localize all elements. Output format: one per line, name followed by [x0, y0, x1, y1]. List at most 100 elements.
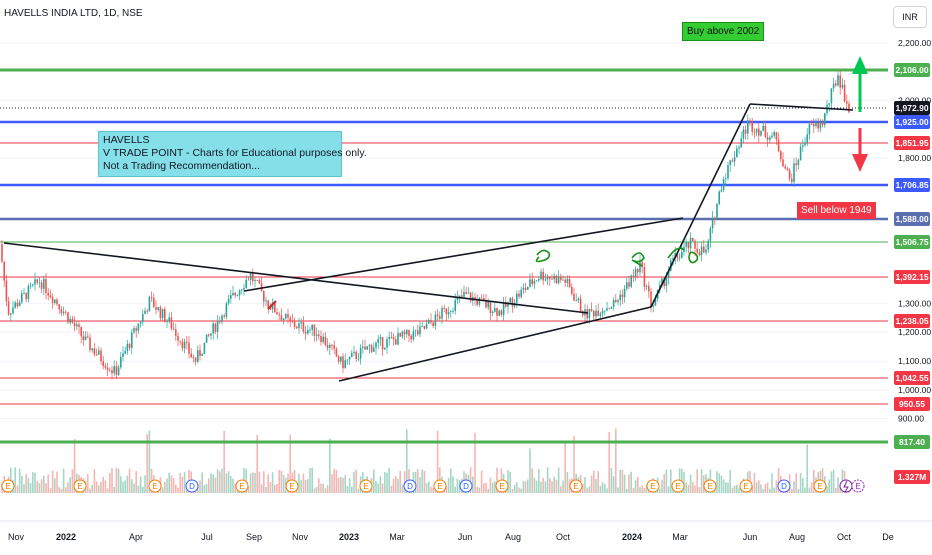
volume-bar — [687, 484, 690, 493]
candle-body — [337, 356, 340, 362]
volume-bar — [27, 478, 30, 493]
candle-body — [500, 310, 503, 315]
candle-body — [161, 309, 164, 319]
volume-bar — [487, 488, 489, 493]
volume-bar — [267, 474, 269, 493]
candle-body — [150, 296, 153, 298]
volume-bar — [69, 477, 71, 493]
volume-bar — [56, 471, 58, 493]
volume-bar — [621, 469, 624, 493]
price-tag-label: 1,392.15 — [895, 272, 928, 282]
volume-bar — [432, 487, 434, 493]
candle-body — [302, 322, 305, 332]
volume-bar — [249, 473, 252, 493]
volume-bar — [397, 478, 399, 493]
volume-bar — [766, 482, 769, 493]
volume-bar — [555, 479, 558, 493]
x-tick-label: De — [882, 532, 894, 542]
price-tag — [894, 101, 930, 115]
volume-bar — [511, 488, 514, 493]
candle-body — [524, 287, 527, 290]
candle-body — [335, 348, 338, 357]
candle-body — [307, 329, 309, 334]
volume-bar — [685, 482, 687, 493]
currency-button[interactable]: INR — [893, 6, 927, 28]
event-marker-icon — [495, 479, 509, 493]
volume-bar — [175, 484, 177, 493]
candle-body — [205, 334, 208, 343]
candle-body — [278, 314, 280, 316]
candle-body — [452, 311, 454, 312]
volume-bar — [771, 473, 773, 493]
candle-body — [608, 308, 610, 310]
candle-body — [98, 350, 100, 355]
price-tag — [894, 178, 930, 192]
volume-bar — [423, 470, 426, 493]
candle-body — [344, 360, 346, 369]
candle-body — [628, 282, 630, 287]
candle-body — [643, 267, 646, 287]
candle-body — [808, 123, 811, 135]
candle-body — [177, 335, 179, 341]
volume-bar — [513, 484, 516, 493]
price-tag — [894, 270, 930, 284]
volume-bar — [566, 472, 569, 493]
volume-bar — [21, 475, 23, 493]
volume-bar — [582, 483, 584, 493]
candle-body — [199, 350, 201, 356]
volume-bar — [623, 474, 626, 493]
candle-body — [626, 282, 628, 289]
volume-bar — [395, 476, 397, 493]
candle-body — [711, 217, 714, 229]
price-tag-label: 817.40 — [899, 437, 925, 447]
candle-body — [753, 131, 756, 133]
candle-body — [606, 308, 608, 311]
volume-bar — [731, 487, 734, 493]
volume-bar — [104, 480, 107, 493]
candle-body — [817, 122, 819, 129]
candle-body — [410, 335, 412, 340]
candle-body — [832, 83, 835, 89]
volume-bar — [337, 477, 340, 493]
candle-body — [703, 246, 705, 253]
volume-bar — [529, 448, 531, 493]
candle-body — [544, 279, 547, 281]
candle-body — [223, 315, 225, 317]
candle-body — [617, 300, 619, 303]
candle-body — [568, 278, 571, 288]
candle-body — [579, 298, 582, 312]
volume-bar — [381, 483, 384, 493]
candles — [1, 68, 850, 380]
candle-body — [82, 336, 85, 341]
candle-body — [137, 323, 140, 331]
event-marker-icon — [73, 479, 87, 493]
volume-bar — [604, 483, 606, 493]
candle-body — [166, 320, 168, 322]
volume-bar — [538, 469, 540, 493]
volume-bar — [161, 487, 164, 493]
y-tick-label: 1,200.00 — [898, 327, 931, 337]
candle-body — [648, 285, 650, 292]
volume-bar — [181, 476, 184, 493]
candle-body — [124, 350, 126, 354]
event-marker-label: E — [152, 482, 157, 491]
price-tag — [894, 136, 930, 150]
candle-body — [496, 307, 498, 316]
volume-bar — [265, 486, 267, 493]
volume-bar — [109, 472, 111, 493]
x-axis: Nov 2022 Apr Jul Sep Nov 2023 Mar Jun Aug Oct 2024 M… — [0, 520, 932, 542]
volume-bar — [667, 486, 670, 493]
candle-body — [725, 178, 727, 180]
volume-bar — [289, 434, 291, 493]
candle-body — [60, 309, 63, 314]
candle-body — [652, 305, 654, 307]
event-marker-label: D — [189, 482, 195, 491]
candle-body — [507, 302, 509, 307]
event-marker-label: D — [463, 482, 469, 491]
price-tag-label: 1,925.00 — [895, 117, 928, 127]
candle-body — [342, 356, 344, 369]
candle-body — [540, 271, 542, 279]
volume-bar — [793, 481, 795, 493]
